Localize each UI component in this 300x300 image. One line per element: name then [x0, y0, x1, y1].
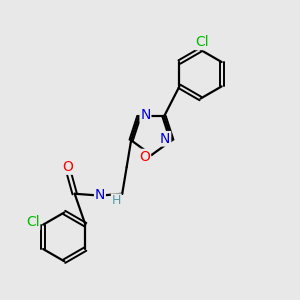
Text: O: O: [140, 149, 150, 164]
Text: N: N: [140, 108, 151, 122]
Text: Cl: Cl: [195, 35, 209, 50]
Text: N: N: [160, 132, 170, 146]
Text: N: N: [95, 188, 105, 202]
Text: Cl: Cl: [26, 215, 40, 229]
Text: H: H: [112, 194, 121, 207]
Text: O: O: [62, 160, 73, 174]
